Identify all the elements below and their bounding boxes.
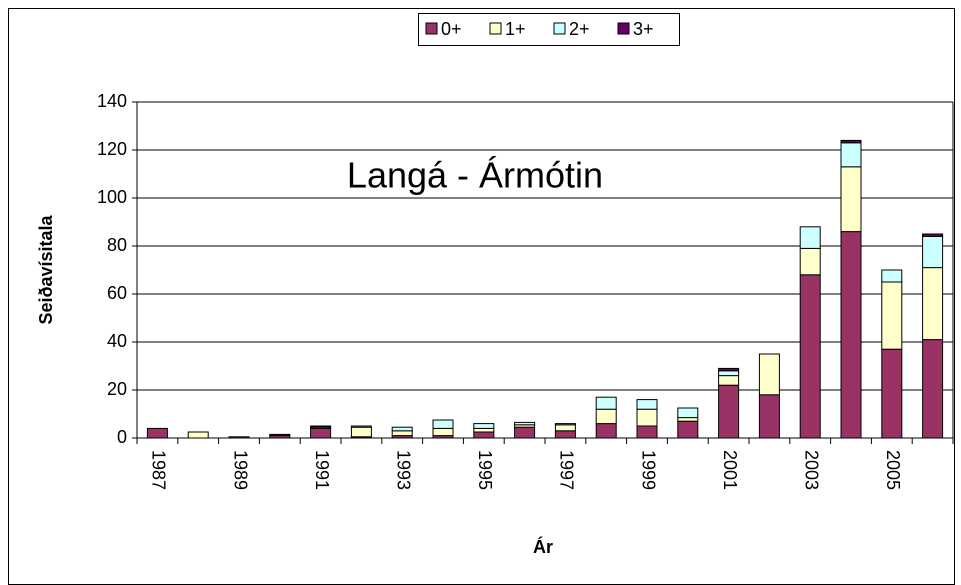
- bar-segment: [922, 233, 944, 237]
- bar-segment: [677, 420, 699, 439]
- bar-segment: [922, 235, 944, 269]
- bar-segment: [718, 367, 740, 372]
- bar-segment: [881, 348, 903, 439]
- bar-segment: [718, 375, 740, 386]
- bar-segment: [718, 384, 740, 439]
- y-tick-label: 20: [107, 379, 127, 399]
- bar-segment: [636, 408, 658, 427]
- legend-swatch: [617, 22, 630, 35]
- chart-frame: [8, 8, 955, 585]
- bar-segment: [391, 426, 413, 432]
- bar-segment: [840, 231, 862, 439]
- bar-segment: [473, 431, 495, 439]
- bar-segment: [799, 247, 821, 276]
- bar-segment: [432, 419, 454, 429]
- bar-segment: [432, 427, 454, 437]
- bar-segment: [514, 421, 536, 426]
- y-tick-label: 0: [117, 427, 127, 447]
- x-tick-label: 1987: [149, 450, 169, 490]
- bar-segment: [595, 423, 617, 439]
- y-tick-label: 120: [97, 139, 127, 159]
- bar-segment: [718, 370, 740, 377]
- bar-segment: [840, 166, 862, 233]
- x-tick-label: 1997: [557, 450, 577, 490]
- bar-segment: [391, 430, 413, 437]
- bar-segment: [514, 426, 536, 439]
- x-tick-label: 1991: [312, 450, 332, 490]
- bar-segment: [636, 425, 658, 439]
- bar-segment: [677, 407, 699, 419]
- bar-segment: [922, 267, 944, 341]
- bar-segment: [881, 281, 903, 350]
- bar-segment: [350, 425, 372, 428]
- bar-segment: [636, 399, 658, 410]
- y-tick-label: 140: [97, 91, 127, 111]
- bar-segment: [269, 433, 291, 437]
- x-tick-label: 2003: [801, 450, 821, 490]
- x-tick-label: 1993: [393, 450, 413, 490]
- bar-segment: [922, 339, 944, 439]
- legend-swatch: [553, 22, 566, 35]
- bar-segment: [799, 274, 821, 439]
- bar-segment: [310, 425, 332, 428]
- legend-label: 1+: [505, 19, 526, 39]
- legend-label: 3+: [633, 19, 654, 39]
- x-axis-label: Ár: [533, 536, 553, 557]
- bar-segment: [554, 430, 576, 439]
- y-tick-label: 60: [107, 283, 127, 303]
- y-tick-label: 80: [107, 235, 127, 255]
- chart-title: Langá - Ármótin: [347, 155, 603, 196]
- x-tick-label: 1995: [475, 450, 495, 490]
- bar-segment: [473, 423, 495, 429]
- bar-segment: [677, 417, 699, 422]
- bar-segment: [840, 139, 862, 144]
- y-axis-label: Seiðavísitala: [36, 214, 56, 324]
- legend-label: 2+: [569, 19, 590, 39]
- bar-segment: [554, 424, 576, 432]
- bar-segment: [146, 427, 168, 439]
- y-tick-label: 100: [97, 187, 127, 207]
- x-tick-label: 2005: [883, 450, 903, 490]
- legend-swatch: [425, 22, 438, 35]
- bar-segment: [310, 427, 332, 439]
- x-tick-label: 2001: [720, 450, 740, 490]
- bar-segment: [350, 426, 372, 438]
- legend-box: [418, 13, 680, 46]
- bar-segment: [881, 269, 903, 283]
- bar-segment: [187, 431, 209, 439]
- bar-segment: [758, 353, 780, 396]
- legend-label: 0+: [441, 19, 462, 39]
- legend-swatch: [489, 22, 502, 35]
- x-tick-label: 1989: [230, 450, 250, 490]
- bar-segment: [758, 394, 780, 439]
- bar-segment: [595, 396, 617, 410]
- x-tick-label: 1999: [638, 450, 658, 490]
- bar-segment: [799, 226, 821, 249]
- bar-segment: [840, 142, 862, 168]
- bar-segment: [595, 408, 617, 425]
- y-tick-label: 40: [107, 331, 127, 351]
- bar-segment: [473, 427, 495, 433]
- bar-segment: [228, 436, 250, 439]
- bar-segment: [554, 423, 576, 426]
